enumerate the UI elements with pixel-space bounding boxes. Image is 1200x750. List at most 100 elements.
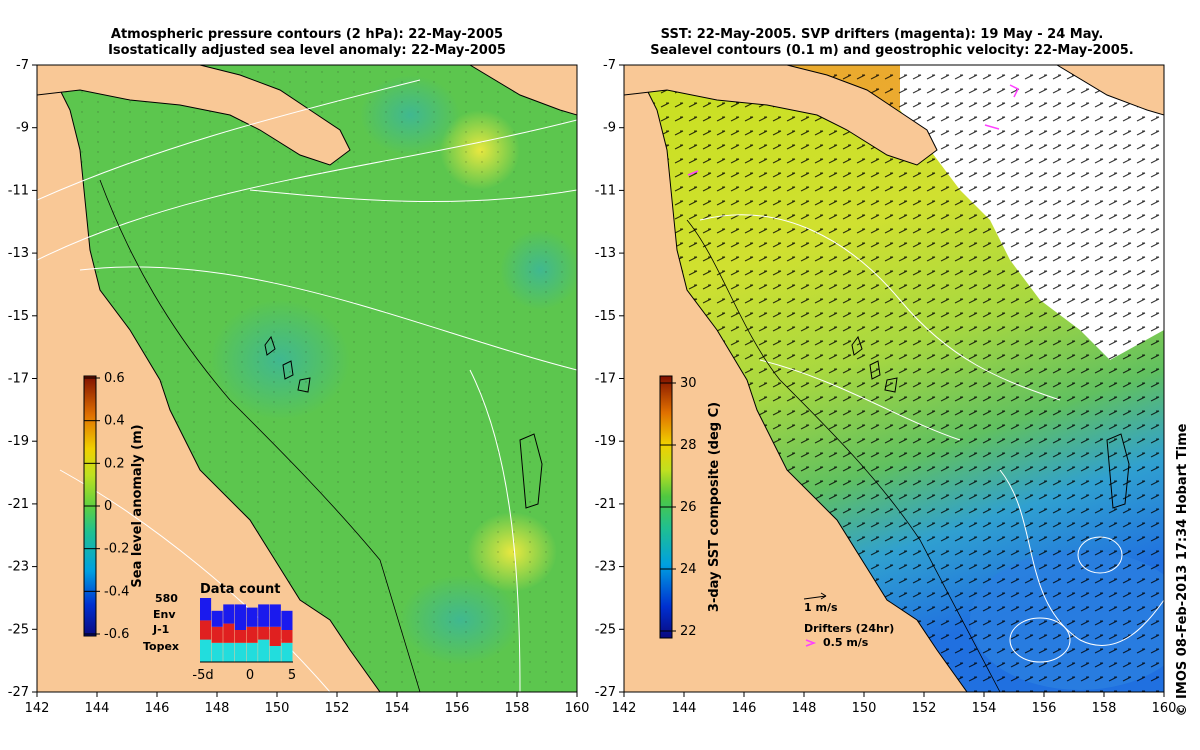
scale-arrow — [803, 595, 827, 600]
count-bar-env — [234, 604, 246, 630]
sst-tick-label: 24 — [680, 562, 697, 577]
sla-tick-label: -0.4 — [104, 584, 129, 599]
legend-env: Env — [153, 608, 176, 621]
drifter-track-1 — [1009, 84, 1020, 98]
right-xtick-label: 142 — [612, 701, 637, 716]
pressure-contour-3 — [79, 266, 577, 371]
land-new-guinea — [37, 65, 351, 166]
right-xtick-label: 148 — [792, 701, 817, 716]
count-bar-j1 — [281, 630, 293, 643]
sst-tick-label: 30 — [680, 376, 697, 391]
data-count-max: 580 — [155, 592, 178, 605]
count-xtick-1: -5d — [192, 668, 213, 683]
left-xtick-label: 146 — [145, 701, 170, 716]
sla-colorbar-ticks: 0.6 0.4 0.2 0 -0.2 -0.4 -0.6 — [84, 371, 129, 642]
right-ytick-label: -15 — [595, 309, 616, 324]
right-ytick-label: -13 — [595, 246, 616, 261]
left-ytick-label: -23 — [8, 560, 29, 575]
sla-tick-label: 0 — [104, 499, 112, 514]
land-new-guinea-right — [624, 65, 938, 166]
sst-colorbar-ticks: 30 28 26 24 22 — [660, 376, 697, 639]
left-ytick-label: -17 — [8, 372, 29, 387]
data-count-bars — [200, 598, 293, 662]
count-bar-env — [223, 604, 235, 624]
sla-tick-label: -0.2 — [104, 542, 129, 557]
count-xtick-3: 5 — [288, 668, 296, 683]
sst-tick-label: 22 — [680, 624, 697, 639]
left-ytick-label: -27 — [8, 685, 29, 700]
count-bar-j1 — [223, 623, 235, 643]
drifters-label: Drifters (24hr) — [804, 622, 894, 635]
sla-tick-label: -0.6 — [104, 627, 129, 642]
left-title-line1: Atmospheric pressure contours (2 hPa): 2… — [111, 27, 503, 42]
left-xtick-label: 148 — [205, 701, 230, 716]
sealevel-contour-3 — [999, 469, 1164, 646]
left-ytick-label: -11 — [8, 183, 29, 198]
count-bar-env — [211, 610, 223, 627]
data-count-title: Data count — [200, 582, 280, 597]
bathymetry-line — [99, 179, 421, 692]
sst-tick-label: 28 — [680, 438, 697, 453]
sla-colorbar-label: Sea level anomaly (m) — [130, 424, 145, 587]
right-map — [624, 65, 1164, 692]
drifter-legend-arrow — [805, 639, 817, 647]
right-ytick-label: -23 — [595, 560, 616, 575]
left-xtick-label: 142 — [25, 701, 50, 716]
count-bar-j1 — [234, 630, 246, 643]
reef-islands — [264, 335, 311, 393]
right-xtick-label: 158 — [1092, 701, 1117, 716]
left-map — [37, 65, 577, 692]
count-bar-j1 — [269, 626, 281, 646]
data-count-inset: Data count 580 Env J-1 Topex -5d 0 5 — [143, 582, 296, 683]
right-axes: 142 144 146 148 150 152 154 156 158 160 -7 -9 -11 -13… — [595, 58, 1177, 716]
drifter-track-3 — [687, 170, 699, 176]
legend-j1: J-1 — [152, 623, 169, 636]
scale-arrow-label: 1 m/s — [804, 601, 838, 614]
left-title-line2: Isostatically adjusted sea level anomaly… — [108, 43, 506, 58]
left-ytick-label: -21 — [8, 497, 29, 512]
left-xtick-label: 152 — [325, 701, 350, 716]
left-ytick-label: -19 — [8, 434, 29, 449]
reef-marion-right — [1106, 433, 1130, 509]
left-ytick-label: -9 — [16, 121, 29, 136]
left-axes: 142 144 146 148 150 152 154 156 158 160 -7 -9 -11 -13… — [8, 58, 590, 716]
pressure-contour-1 — [37, 79, 421, 201]
right-ytick-label: -17 — [595, 372, 616, 387]
count-bar-topex — [211, 642, 223, 662]
right-ytick-label: -19 — [595, 434, 616, 449]
left-xtick-label: 150 — [265, 701, 290, 716]
right-ytick-label: -27 — [595, 685, 616, 700]
count-bar-env — [246, 607, 258, 627]
count-bar-j1 — [246, 626, 258, 643]
sealevel-contour-2 — [759, 359, 961, 441]
count-bar-env — [281, 610, 293, 630]
count-bar-topex — [258, 639, 270, 662]
sealevel-eddy-2 — [1009, 617, 1071, 663]
count-bar-topex — [223, 642, 235, 662]
right-title-line2: Sealevel contours (0.1 m) and geostrophi… — [650, 43, 1133, 58]
velocity-scale: 1 m/s Drifters (24hr) 0.5 m/s — [803, 592, 894, 649]
count-bar-topex — [281, 642, 293, 662]
right-ytick-label: -7 — [603, 58, 616, 73]
right-ytick-label: -25 — [595, 622, 616, 637]
legend-topex: Topex — [143, 640, 179, 653]
scale-arrowhead — [820, 592, 827, 600]
sst-colorbar-label: 3-day SST composite (deg C) — [707, 402, 722, 612]
land-australia — [37, 65, 381, 692]
sla-tick-label: 0.2 — [104, 456, 125, 471]
left-ytick-label: -7 — [16, 58, 29, 73]
left-xtick-label: 160 — [565, 701, 590, 716]
count-bar-j1 — [258, 626, 270, 640]
drifter-track-2 — [984, 124, 1000, 130]
count-bar-env — [258, 604, 270, 627]
sealevel-eddy-1 — [1077, 536, 1123, 574]
left-ytick-label: -13 — [8, 246, 29, 261]
land-solomons-right — [1056, 65, 1164, 116]
sealevel-contour-1 — [699, 214, 1061, 401]
pressure-contour-5 — [469, 369, 521, 692]
count-bar-env — [269, 604, 281, 627]
pressure-contour-4 — [249, 189, 577, 203]
sla-tick-label: 0.4 — [104, 414, 125, 429]
count-bar-topex — [269, 646, 281, 662]
left-ytick-label: -25 — [8, 622, 29, 637]
